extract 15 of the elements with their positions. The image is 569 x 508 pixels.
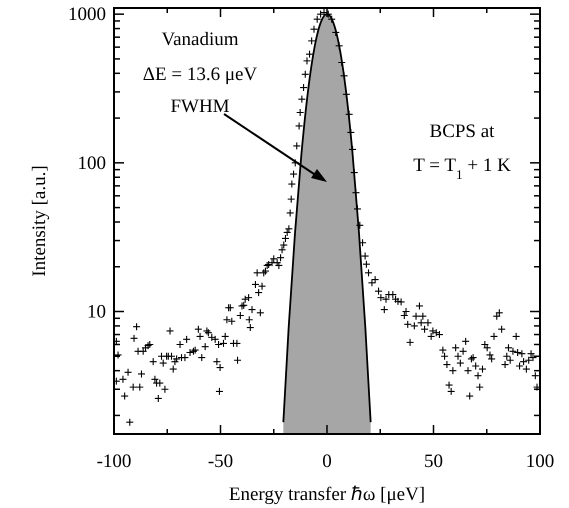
annotation: T = T$_{1}$ + 1 K [413,155,512,182]
annotation: Vanadium [161,29,239,50]
x-tick-label: -100 [96,451,132,472]
x-tick-label: 0 [322,451,332,472]
x-tick-label: 50 [424,451,443,472]
x-tick-label: -50 [208,451,234,472]
annotation: FWHM [170,96,230,117]
x-axis-title: Energy transfer ℏω [μeV] [228,484,426,505]
y-axis-title: Intensity [a.u.] [29,165,50,277]
y-tick-label: 10 [87,302,106,323]
annotation: BCPS at [430,121,496,142]
y-tick-label: 100 [78,152,106,174]
annotation: ΔE = 13.6 μeV [142,64,258,85]
y-tick-label: 1000 [68,4,106,26]
x-tick-label: 100 [526,451,554,472]
